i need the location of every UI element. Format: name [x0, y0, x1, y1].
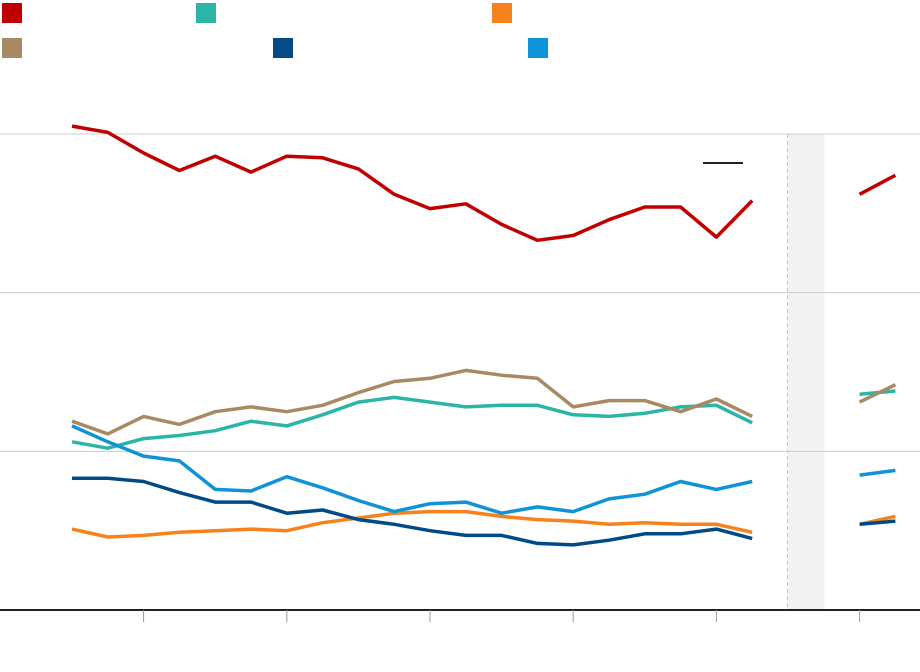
series-line-tan-1 — [858, 383, 897, 404]
series-line-navy-1 — [859, 519, 896, 527]
legend-swatch-teal — [196, 3, 216, 23]
series-line-navy-0 — [72, 476, 753, 547]
series-line-orange-0 — [71, 509, 753, 539]
gap-shade — [787, 134, 825, 610]
legend-swatch-tan — [2, 38, 22, 58]
legend-swatch-blue — [528, 38, 548, 58]
series-line-teal-0 — [71, 395, 753, 450]
series-line-red-1 — [858, 173, 897, 196]
series-line-red-0 — [71, 124, 754, 243]
legend-swatch-orange — [492, 3, 512, 23]
series-line-tan-0 — [71, 368, 753, 436]
legend-swatch-navy — [273, 38, 293, 58]
series-line-blue-0 — [71, 424, 753, 515]
series-line-blue-1 — [859, 468, 896, 477]
legend-swatch-red — [2, 3, 22, 23]
